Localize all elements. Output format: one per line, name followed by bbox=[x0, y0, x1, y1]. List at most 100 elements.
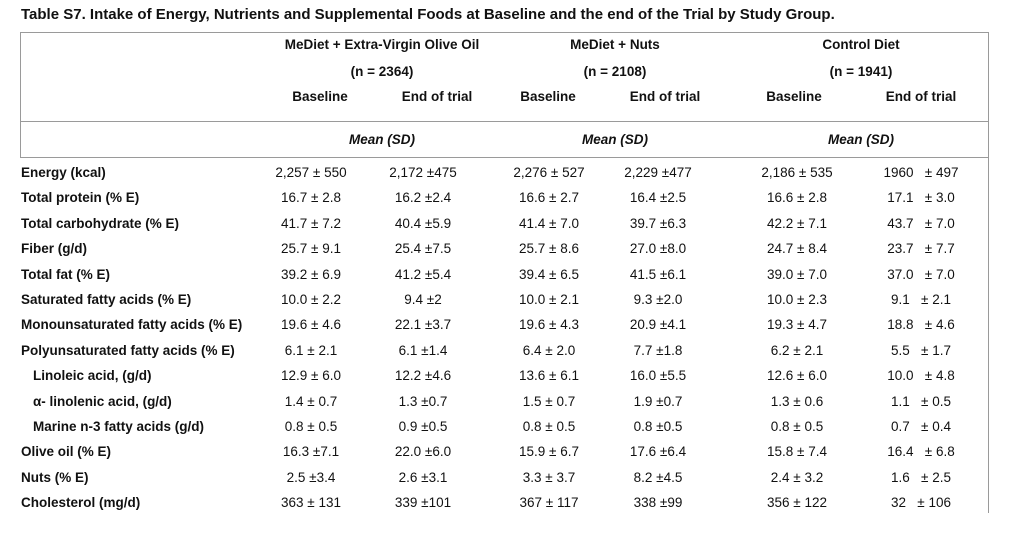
row-label: Fiber (g/d) bbox=[21, 241, 87, 256]
table-cell: 2,229 ±477 bbox=[624, 165, 692, 180]
row-label: Total carbohydrate (% E) bbox=[21, 216, 180, 231]
row-label: Linoleic acid, (g/d) bbox=[33, 368, 152, 383]
table-cell: 41.7 ± 7.2 bbox=[281, 216, 341, 231]
table-cell: 16.4 ±2.5 bbox=[629, 190, 687, 205]
row-label: Saturated fatty acids (% E) bbox=[21, 292, 192, 307]
table-cell: 8.2 ±4.5 bbox=[633, 470, 683, 485]
table-caption: Table S7. Intake of Energy, Nutrients an… bbox=[21, 6, 835, 23]
table-cell: 41.5 ±6.1 bbox=[629, 267, 687, 282]
table-cell: 356 ± 122 bbox=[767, 495, 827, 510]
table-cell: 25.4 ±7.5 bbox=[394, 241, 452, 256]
row-label: Cholesterol (mg/d) bbox=[21, 495, 141, 510]
table-cell: 22.1 ±3.7 bbox=[394, 317, 452, 332]
table-cell: 41.4 ± 7.0 bbox=[519, 216, 579, 231]
subheader-evoo-baseline: Baseline bbox=[292, 89, 348, 104]
table-cell: 39.7 ±6.3 bbox=[629, 216, 687, 231]
table-cell: 0.8 ±0.5 bbox=[633, 419, 683, 434]
table-cell: 16.7 ± 2.8 bbox=[281, 190, 341, 205]
table-cell: 25.7 ± 8.6 bbox=[519, 241, 579, 256]
row-label: Olive oil (% E) bbox=[21, 444, 112, 459]
table-cell: 0.8 ± 0.5 bbox=[522, 419, 576, 434]
row-label: Monounsaturated fatty acids (% E) bbox=[21, 317, 243, 332]
row-label: Total fat (% E) bbox=[21, 267, 110, 282]
table-cell: 12.9 ± 6.0 bbox=[281, 368, 341, 383]
header-divider bbox=[20, 121, 989, 122]
table-cell: 16.6 ± 2.7 bbox=[519, 190, 579, 205]
stat-label-nuts: Mean (SD) bbox=[581, 132, 649, 147]
table-cell: 23.7 ± 7.7 bbox=[887, 241, 955, 256]
row-label: Total protein (% E) bbox=[21, 190, 140, 205]
row-label: Nuts (% E) bbox=[21, 470, 89, 485]
table-cell: 1.3 ±0.7 bbox=[398, 394, 448, 409]
table-cell: 6.2 ± 2.1 bbox=[770, 343, 824, 358]
table-cell: 6.1 ± 2.1 bbox=[284, 343, 338, 358]
group-n-evoo: (n = 2364) bbox=[350, 64, 414, 79]
table-cell: 13.6 ± 6.1 bbox=[519, 368, 579, 383]
table-cell: 39.0 ± 7.0 bbox=[767, 267, 827, 282]
table-cell: 339 ±101 bbox=[394, 495, 452, 510]
table-border-right bbox=[988, 32, 989, 513]
table-cell: 41.2 ±5.4 bbox=[394, 267, 452, 282]
table-cell: 15.9 ± 6.7 bbox=[519, 444, 579, 459]
table-cell: 37.0 ± 7.0 bbox=[887, 267, 955, 282]
table-cell: 1.6 ± 2.5 bbox=[891, 470, 951, 485]
table-cell: 27.0 ±8.0 bbox=[629, 241, 687, 256]
subheader-control-end: End of trial bbox=[885, 89, 957, 104]
table-cell: 2,172 ±475 bbox=[389, 165, 457, 180]
table-cell: 16.3 ±7.1 bbox=[282, 444, 340, 459]
table-cell: 5.5 ± 1.7 bbox=[891, 343, 951, 358]
table-cell: 17.6 ±6.4 bbox=[629, 444, 687, 459]
table-cell: 25.7 ± 9.1 bbox=[281, 241, 341, 256]
table-cell: 1.9 ±0.7 bbox=[633, 394, 683, 409]
group-n-nuts: (n = 2108) bbox=[583, 64, 647, 79]
stat-label-evoo: Mean (SD) bbox=[348, 132, 416, 147]
group-n-control: (n = 1941) bbox=[829, 64, 893, 79]
table-cell: 39.2 ± 6.9 bbox=[281, 267, 341, 282]
table-cell: 0.9 ±0.5 bbox=[398, 419, 448, 434]
table-cell: 2.4 ± 3.2 bbox=[770, 470, 824, 485]
table-cell: 2.5 ±3.4 bbox=[286, 470, 336, 485]
table-cell: 10.0 ± 2.1 bbox=[519, 292, 579, 307]
table-cell: 2,276 ± 527 bbox=[513, 165, 585, 180]
table-cell: 10.0 ± 2.3 bbox=[767, 292, 827, 307]
table-cell: 10.0 ± 4.8 bbox=[887, 368, 955, 383]
table-cell: 24.7 ± 8.4 bbox=[767, 241, 827, 256]
table-cell: 16.4 ± 6.8 bbox=[887, 444, 955, 459]
table-cell: 40.4 ±5.9 bbox=[394, 216, 452, 231]
table-cell: 1.3 ± 0.6 bbox=[770, 394, 824, 409]
stat-divider bbox=[20, 157, 989, 158]
table-cell: 9.3 ±2.0 bbox=[633, 292, 683, 307]
table-cell: 0.8 ± 0.5 bbox=[284, 419, 338, 434]
table-cell: 12.6 ± 6.0 bbox=[767, 368, 827, 383]
table-cell: 9.4 ±2 bbox=[404, 292, 442, 307]
table-cell: 2,186 ± 535 bbox=[761, 165, 833, 180]
table-cell: 17.1 ± 3.0 bbox=[887, 190, 955, 205]
table-cell: 16.0 ±5.5 bbox=[629, 368, 687, 383]
table-cell: 16.6 ± 2.8 bbox=[767, 190, 827, 205]
table-cell: 42.2 ± 7.1 bbox=[767, 216, 827, 231]
table-cell: 43.7 ± 7.0 bbox=[887, 216, 955, 231]
row-label: Energy (kcal) bbox=[21, 165, 106, 180]
subheader-evoo-end: End of trial bbox=[401, 89, 473, 104]
table-cell: 367 ± 117 bbox=[519, 495, 579, 510]
group-header-nuts: MeDiet + Nuts bbox=[570, 37, 660, 52]
table-border-top bbox=[20, 32, 989, 33]
table-cell: 0.7 ± 0.4 bbox=[891, 419, 951, 434]
table-border-left bbox=[20, 32, 21, 158]
table-cell: 32 ± 106 bbox=[891, 495, 951, 510]
table-cell: 6.1 ±1.4 bbox=[398, 343, 448, 358]
table-cell: 16.2 ±2.4 bbox=[394, 190, 452, 205]
table-cell: 19.3 ± 4.7 bbox=[767, 317, 827, 332]
table-cell: 9.1 ± 2.1 bbox=[891, 292, 951, 307]
table-cell: 0.8 ± 0.5 bbox=[770, 419, 824, 434]
table-cell: 363 ± 131 bbox=[281, 495, 341, 510]
table-cell: 6.4 ± 2.0 bbox=[522, 343, 576, 358]
stat-label-control: Mean (SD) bbox=[827, 132, 895, 147]
table-cell: 22.0 ±6.0 bbox=[394, 444, 452, 459]
table-cell: 338 ±99 bbox=[633, 495, 683, 510]
subheader-control-baseline: Baseline bbox=[766, 89, 822, 104]
table-cell: 1.4 ± 0.7 bbox=[284, 394, 338, 409]
table-cell: 39.4 ± 6.5 bbox=[519, 267, 579, 282]
table-cell: 2.6 ±3.1 bbox=[398, 470, 448, 485]
table-cell: 7.7 ±1.8 bbox=[633, 343, 683, 358]
